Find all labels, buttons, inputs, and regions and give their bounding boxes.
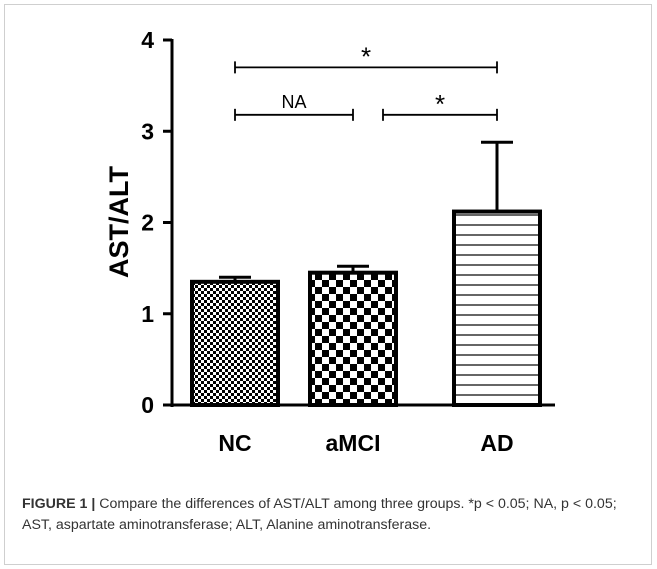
y-tick-label: 4 (141, 27, 154, 53)
y-tick-label: 2 (141, 210, 154, 236)
y-tick-label: 3 (141, 118, 154, 144)
y-tick-label: 0 (141, 392, 154, 418)
bar-nc (190, 279, 280, 407)
bar-chart: 0 1 2 3 4 NC aMCI AD * NA * AST/ALT (104, 27, 555, 456)
x-tick-label: aMCI (326, 430, 381, 456)
significance-label: * (435, 89, 445, 119)
caption-text: Compare the differences of AST/ALT among… (22, 496, 617, 533)
significance-label: * (361, 41, 371, 71)
significance-label: NA (281, 92, 306, 112)
x-tick-label: NC (218, 430, 251, 456)
significance-brackets: * NA * (234, 41, 498, 121)
figure-caption: FIGURE 1 | Compare the differences of AS… (22, 494, 637, 536)
bars (190, 140, 542, 407)
x-tick-label: AD (480, 430, 513, 456)
bar-amci (308, 270, 398, 407)
caption-label: FIGURE 1 | (22, 496, 96, 512)
axes: 0 1 2 3 4 NC aMCI AD (141, 27, 555, 456)
bar-ad (452, 209, 542, 407)
y-axis-label: AST/ALT (104, 166, 134, 278)
y-tick-label: 1 (141, 301, 154, 327)
figure-frame (4, 4, 652, 565)
